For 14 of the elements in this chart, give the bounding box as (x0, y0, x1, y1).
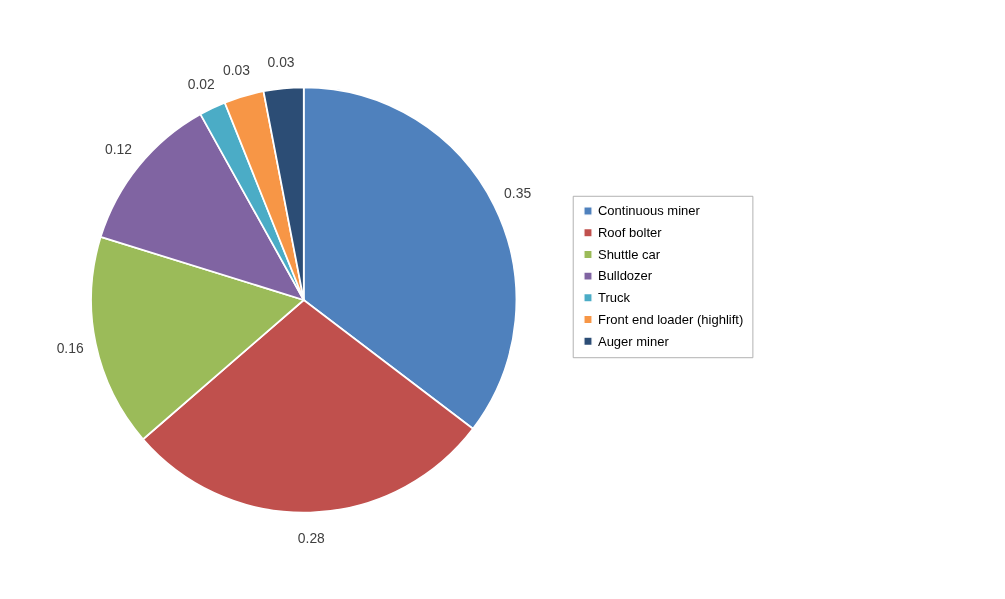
data-label: 0.12 (105, 140, 133, 157)
legend-label: Bulldozer (597, 268, 653, 284)
legend-label: Roof bolter (597, 225, 663, 241)
data-label: 0.03 (223, 62, 251, 79)
data-label: 0.02 (187, 75, 215, 92)
legend-label: Truck (597, 290, 631, 306)
data-label: 0.16 (56, 340, 84, 357)
data-label: 0.28 (297, 529, 326, 546)
legend-label: Auger miner (597, 333, 670, 349)
legend-label: Continuous miner (597, 203, 701, 219)
data-label: 0.03 (267, 53, 295, 70)
legend-label: Front end loader (highlift) (597, 311, 744, 327)
legend-label: Shuttle car (597, 246, 661, 262)
data-label: 0.35 (504, 185, 532, 202)
